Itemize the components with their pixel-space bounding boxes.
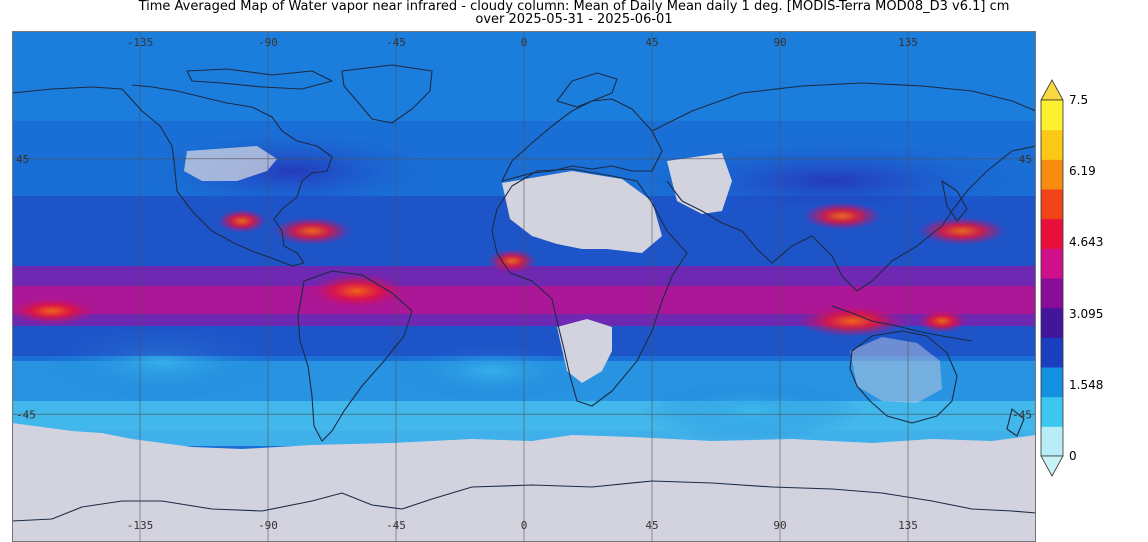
colorbar-segment [1041, 426, 1063, 457]
lon-tick-top: -90 [258, 36, 278, 49]
deep-patch [632, 141, 1032, 221]
water-vapor-map: -135 -90 -45 0 45 90 135 -135 -90 -45 0 45 90 135 45… [12, 31, 1036, 542]
colorbar-segment [1041, 396, 1063, 427]
colorbar-segment [1041, 129, 1063, 160]
greenland-coast [341, 64, 433, 124]
lon-tick-bottom: -135 [127, 519, 154, 532]
latitude-ticks: 45 45 -45 -45 [16, 153, 1032, 422]
arabia-no-data [667, 153, 732, 214]
lon-tick-top: 0 [521, 36, 528, 49]
colorbar [1040, 79, 1064, 477]
hot-spot [12, 297, 97, 325]
lat-tick-right: 45 [1019, 153, 1032, 166]
australia-coast [849, 330, 958, 424]
south-america-coast [297, 270, 413, 442]
southern-africa-no-data [557, 319, 612, 383]
colorbar-segment [1041, 248, 1063, 279]
lon-tick-bottom: 135 [898, 519, 918, 532]
colorbar-segment [1041, 100, 1063, 131]
hot-spot [917, 217, 1007, 245]
asia-coast [651, 82, 1036, 292]
colorbar-segment [1041, 189, 1063, 220]
hot-spot [797, 305, 907, 337]
africa-coast [491, 168, 688, 407]
us-no-data [184, 146, 277, 181]
hot-spot [487, 249, 537, 273]
colorbar-label: 6.19 [1069, 164, 1096, 179]
graticule [12, 31, 1036, 542]
colorbar-segment [1041, 337, 1063, 368]
lat-tick-left: -45 [16, 408, 36, 421]
colorbar-segment [1041, 367, 1063, 398]
map-subtitle: over 2025-05-31 - 2025-06-01 [475, 12, 673, 27]
colorbar-segment [1041, 278, 1063, 309]
coastlines [12, 64, 1036, 522]
colorbar-segment [1041, 307, 1063, 338]
sahara-no-data [502, 171, 662, 253]
colorbar-over-arrow [1040, 79, 1064, 101]
lon-tick-bottom: -90 [258, 519, 278, 532]
colorbar-label: 1.548 [1069, 377, 1104, 392]
lon-tick-bottom: 45 [645, 519, 658, 532]
lon-tick-bottom: -45 [386, 519, 406, 532]
colorbar-segment [1041, 159, 1063, 190]
lon-tick-bottom: 90 [773, 519, 786, 532]
north-america-coast [12, 84, 333, 267]
hot-spot [217, 209, 267, 233]
map-title: Time Averaged Map of Water vapor near in… [138, 0, 1010, 14]
hot-spot [272, 217, 352, 245]
arctic-islands-coast [186, 68, 333, 90]
lat-tick-right: -45 [1012, 408, 1032, 421]
colorbar-label: 0 [1069, 449, 1077, 463]
colorbar-under-arrow [1040, 455, 1064, 477]
longitude-ticks-bottom: -135 -90 -45 0 45 90 135 [127, 519, 918, 532]
hot-spot [802, 202, 882, 230]
hot-spot [307, 273, 407, 309]
colorbar-segment [1041, 218, 1063, 249]
indonesia-coast [831, 305, 973, 342]
antarctica-coast [12, 480, 1036, 522]
colorbar-label: 4.643 [1069, 235, 1104, 250]
lon-tick-top: 45 [645, 36, 658, 49]
australia-no-data [850, 337, 942, 403]
colorbar-segments [1040, 99, 1064, 457]
hot-spot [917, 309, 967, 333]
lon-tick-top: -45 [386, 36, 406, 49]
colorbar-label: 3.095 [1069, 306, 1104, 321]
europe-coast [501, 98, 663, 182]
lon-tick-bottom: 0 [521, 519, 528, 532]
lat-tick-left: 45 [16, 153, 29, 166]
longitude-ticks-top: -135 -90 -45 0 45 90 135 [127, 36, 918, 49]
scandinavia-coast [556, 72, 618, 108]
dry-patch [642, 381, 862, 441]
lon-tick-top: 90 [773, 36, 786, 49]
japan-coast [941, 180, 968, 222]
lon-tick-top: -135 [127, 36, 154, 49]
colorbar-label: 7.5 [1069, 93, 1089, 107]
new-zealand-coast [1006, 408, 1025, 437]
lon-tick-top: 135 [898, 36, 918, 49]
